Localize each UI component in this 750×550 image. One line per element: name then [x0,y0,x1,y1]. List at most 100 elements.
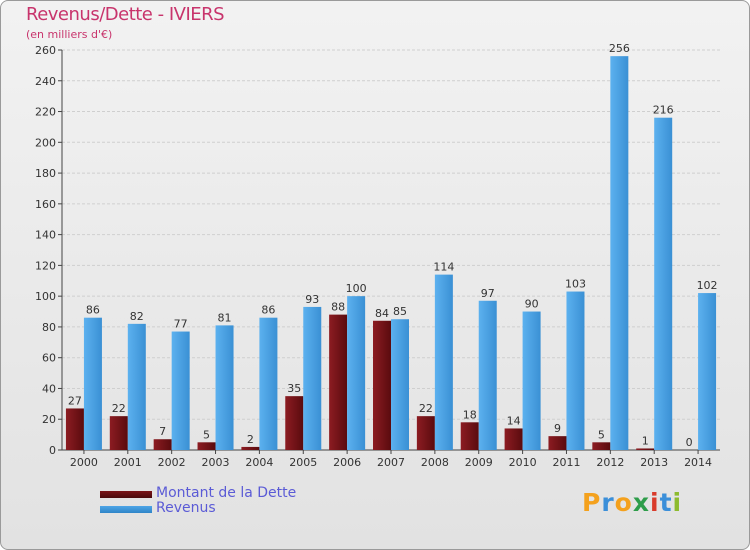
data-label-debt: 22 [112,402,126,415]
data-label-debt: 2 [247,433,254,446]
bar-debt [416,416,435,450]
bar-revenue [259,317,278,450]
y-tick-label: 80 [42,321,56,334]
y-tick-label: 220 [35,106,56,119]
data-label-revenue: 93 [305,293,319,306]
y-tick-label: 120 [35,259,56,272]
data-label-revenue: 86 [261,304,275,317]
legend-label-debt: Montant de la Dette [156,485,297,501]
proxiti-logo: Proxiti [582,488,682,517]
bar-debt [592,442,611,450]
legend-label-revenue: Revenus [156,500,216,516]
data-label-revenue: 102 [697,279,718,292]
data-label-revenue: 114 [433,261,454,274]
x-tick-label: 2011 [552,456,580,469]
y-tick-label: 140 [35,229,56,242]
data-label-debt: 88 [331,301,345,314]
x-tick-label: 2014 [684,456,712,469]
bar-revenue [171,331,190,450]
bar-debt [65,408,84,450]
x-tick-label: 2003 [202,456,230,469]
bar-debt [636,448,655,450]
data-label-debt: 5 [598,428,605,441]
bar-debt [285,396,304,450]
y-tick-label: 20 [42,413,56,426]
y-tick-label: 100 [35,290,56,303]
data-label-debt: 35 [287,382,301,395]
y-tick-label: 240 [35,75,56,88]
bar-revenue [654,117,673,450]
y-tick-label: 180 [35,167,56,180]
logo-letter: t [659,488,673,517]
data-label-revenue: 90 [525,298,539,311]
bar-revenue [347,296,366,450]
bar-debt [504,428,523,450]
data-label-revenue: 97 [481,287,495,300]
bar-revenue [434,274,453,450]
y-tick-label: 60 [42,352,56,365]
y-tick-label: 40 [42,382,56,395]
data-label-debt: 22 [419,402,433,415]
bar-debt [373,320,391,450]
data-label-debt: 84 [375,307,389,320]
data-label-debt: 0 [686,436,693,449]
data-label-debt: 7 [159,425,166,438]
data-label-revenue: 100 [346,282,367,295]
bar-revenue [522,311,541,450]
bar-debt [548,436,567,450]
bar-revenue [127,323,146,450]
y-tick-label: 160 [35,198,56,211]
data-label-debt: 18 [463,408,477,421]
x-tick-label: 2006 [333,456,361,469]
legend-swatch-revenue [100,506,152,513]
data-label-revenue: 85 [393,305,407,318]
bar-debt [241,446,260,450]
bar-debt [197,442,216,450]
bar-debt [109,416,128,450]
data-label-debt: 27 [68,394,82,407]
x-tick-label: 2009 [465,456,493,469]
logo-letter: o [614,488,633,517]
logo-letter: x [632,488,650,517]
data-label-revenue: 103 [565,278,586,291]
data-label-revenue: 81 [218,311,232,324]
x-tick-label: 2000 [70,456,98,469]
data-label-revenue: 86 [86,304,100,317]
y-tick-label: 260 [35,44,56,57]
logo-letter: i [650,488,660,517]
data-label-revenue: 256 [609,42,630,55]
data-label-debt: 9 [554,422,561,435]
bar-revenue [83,317,102,450]
bar-revenue [303,306,322,450]
chart-title: Revenus/Dette - IVIERS [26,4,225,25]
logo-letter: i [672,488,683,517]
y-tick-label: 200 [35,136,56,149]
bar-debt [329,314,348,450]
logo-letter: P [582,488,602,517]
data-label-revenue: 216 [653,104,674,117]
bar-debt [460,422,479,450]
bar-revenue [698,293,717,450]
bar-revenue [478,300,497,450]
x-tick-label: 2001 [114,456,142,469]
data-label-debt: 5 [203,428,210,441]
data-label-revenue: 77 [174,318,188,331]
bar-revenue [566,291,585,450]
x-tick-label: 2004 [245,456,273,469]
x-tick-label: 2007 [377,456,405,469]
x-tick-label: 2010 [509,456,537,469]
chart-subtitle: (en milliers d'€) [26,28,113,41]
legend-swatch-debt [100,491,152,498]
bar-revenue [610,56,629,451]
x-tick-label: 2012 [596,456,624,469]
data-label-debt: 14 [507,414,521,427]
data-label-revenue: 82 [130,310,144,323]
y-tick-label: 0 [49,444,56,457]
x-tick-label: 2002 [158,456,186,469]
x-tick-label: 2008 [421,456,449,469]
bar-revenue [215,325,234,450]
x-tick-label: 2005 [289,456,317,469]
bar-debt [153,439,172,450]
logo-letter: r [601,488,615,517]
